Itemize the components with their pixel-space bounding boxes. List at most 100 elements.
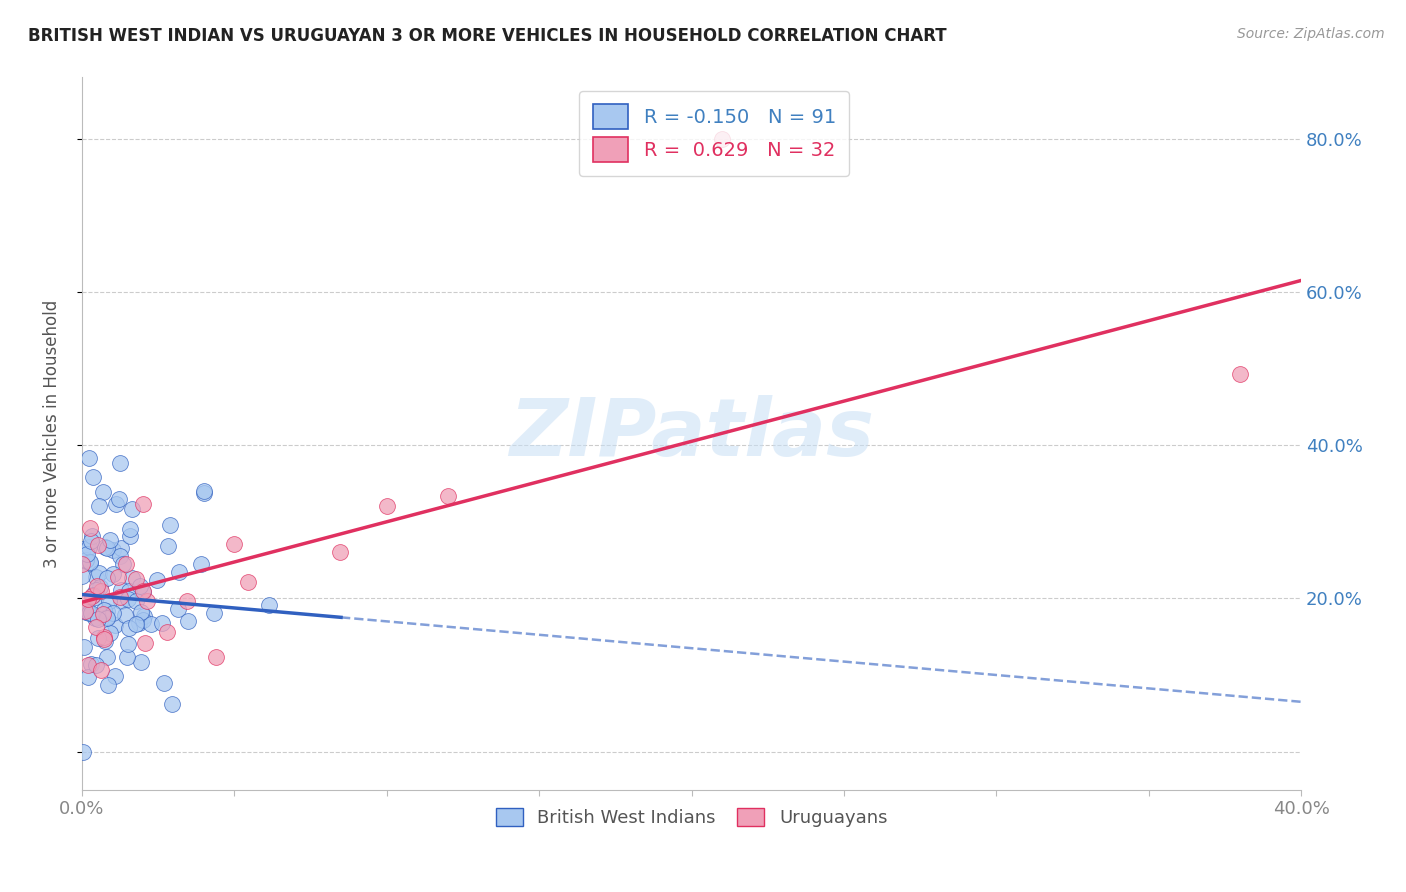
Point (202, 607, 225, 621)
Point (156, 539, 179, 553)
Point (77, 670, 100, 684)
Point (134, 609, 156, 624)
Point (91, 485, 114, 500)
Point (79, 555, 101, 569)
Point (77, 606, 100, 620)
Point (96, 650, 118, 665)
Point (70, 558, 93, 572)
Point (98, 533, 121, 548)
Point (90, 663, 112, 677)
Point (72, 541, 94, 556)
Point (132, 584, 155, 599)
Point (86, 590, 108, 604)
Point (711, 132, 734, 146)
Point (87, 499, 110, 513)
Point (115, 650, 138, 665)
Point (87, 612, 110, 626)
Point (153, 676, 176, 690)
Point (107, 570, 129, 584)
Point (77, 540, 100, 554)
Point (93, 603, 115, 617)
Point (84, 570, 107, 584)
Point (107, 491, 129, 506)
Point (108, 591, 131, 605)
Point (117, 592, 139, 607)
Point (132, 613, 155, 627)
Point (80, 657, 103, 671)
Point (115, 557, 138, 571)
Point (79, 557, 101, 571)
Point (118, 583, 141, 598)
Point (118, 529, 141, 543)
Point (84, 657, 107, 672)
Point (101, 606, 124, 620)
Point (86, 579, 108, 593)
Point (224, 536, 246, 550)
Point (77, 657, 100, 672)
Point (110, 541, 132, 555)
Point (193, 484, 215, 499)
Point (86, 538, 108, 552)
Point (89, 580, 111, 594)
Text: ZIPatlas: ZIPatlas (509, 394, 875, 473)
Point (82, 470, 104, 484)
Point (139, 617, 162, 632)
Point (72, 569, 94, 583)
Point (136, 593, 159, 607)
Point (96, 604, 118, 618)
Point (156, 625, 179, 640)
Point (77, 451, 100, 466)
Point (84, 582, 107, 597)
Point (117, 621, 139, 635)
Point (160, 698, 183, 712)
Point (204, 650, 226, 665)
Point (128, 579, 150, 593)
Point (329, 545, 352, 559)
Point (96, 541, 118, 556)
Y-axis label: 3 or more Vehicles in Household: 3 or more Vehicles in Household (44, 300, 60, 568)
Point (90, 583, 112, 598)
Point (96, 610, 118, 624)
Point (73, 604, 96, 618)
Point (108, 549, 131, 563)
Point (128, 615, 150, 630)
Point (80, 607, 103, 621)
Point (129, 656, 152, 670)
Point (118, 522, 141, 536)
Point (257, 598, 280, 612)
Point (82, 588, 104, 602)
Point (98, 593, 121, 607)
Point (87, 631, 110, 645)
Point (110, 582, 132, 597)
Point (236, 574, 259, 589)
Point (110, 456, 132, 470)
Point (124, 617, 146, 632)
Point (121, 570, 143, 584)
Point (82, 529, 104, 543)
Point (125, 572, 148, 586)
Point (190, 557, 212, 571)
Legend: British West Indians, Uruguayans: British West Indians, Uruguayans (488, 800, 894, 834)
Point (132, 497, 155, 511)
Point (84, 620, 107, 634)
Point (146, 573, 169, 587)
Point (98, 625, 121, 640)
Point (79, 521, 101, 535)
Point (193, 486, 215, 500)
Point (177, 614, 200, 628)
Point (159, 518, 181, 533)
Point (89, 566, 111, 580)
Point (73, 640, 96, 654)
Point (91, 607, 114, 621)
Point (75, 605, 97, 619)
Point (129, 605, 152, 619)
Text: BRITISH WEST INDIAN VS URUGUAYAN 3 OR MORE VEHICLES IN HOUSEHOLD CORRELATION CHA: BRITISH WEST INDIAN VS URUGUAYAN 3 OR MO… (28, 27, 946, 45)
Point (80, 533, 103, 548)
Point (124, 594, 146, 608)
Point (75, 553, 97, 567)
Point (76, 547, 98, 561)
Point (1229, 367, 1251, 381)
Point (80, 589, 103, 603)
Point (94, 540, 117, 554)
Point (77, 592, 100, 607)
